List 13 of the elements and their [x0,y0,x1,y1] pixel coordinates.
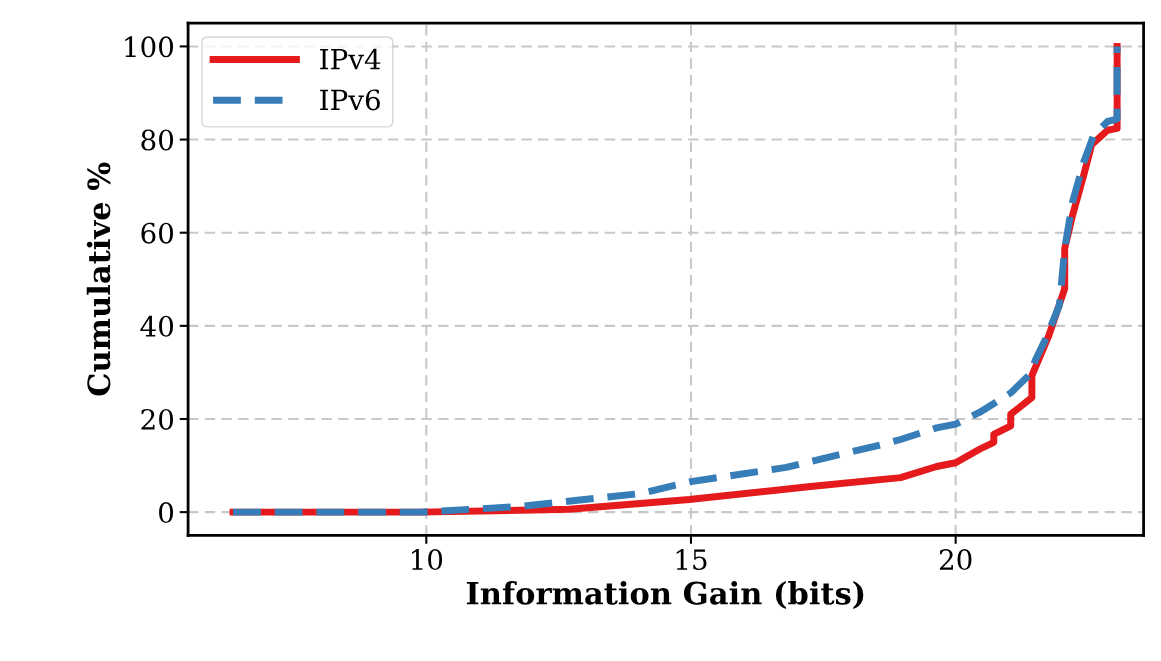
x-tick-label: 20 [939,549,972,571]
y-tick-label: 80 [141,129,174,151]
legend-label: IPv6 [320,89,380,111]
y-tick-label: 60 [141,222,174,244]
y-tick-label: 100 [125,36,174,58]
x-tick-label: 10 [412,549,443,571]
legend-label: IPv4 [320,48,381,70]
y-tick-label: 20 [141,408,174,430]
y-tick-label: 40 [140,315,174,337]
y-tick-label: 0 [159,502,174,524]
x-axis-title: Information Gain (bits) [466,581,864,610]
y-axis-title: Cumulative % [86,162,111,396]
x-tick-label: 15 [676,549,707,571]
